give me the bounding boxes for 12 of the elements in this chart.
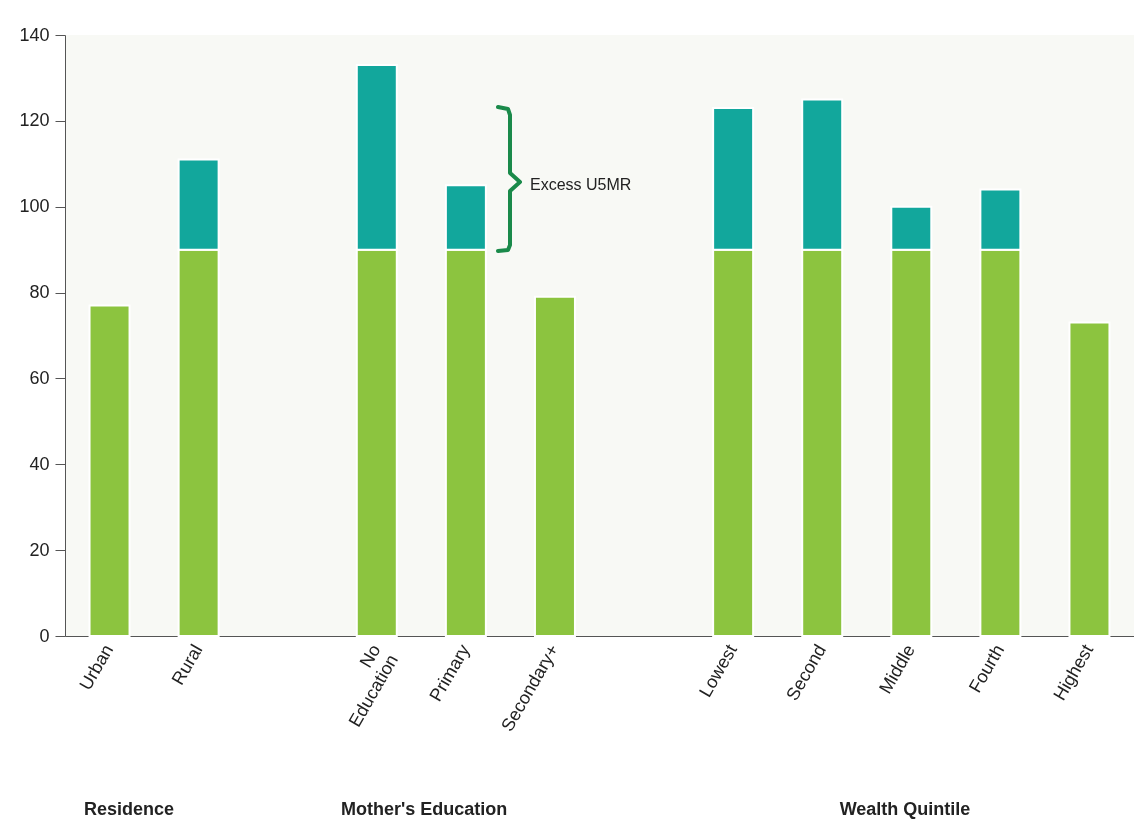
y-tick-label: 100 (19, 196, 50, 217)
y-tick-label: 60 (29, 367, 50, 388)
text: Mother's Education (341, 799, 508, 819)
y-tick-label: 0 (39, 625, 50, 646)
text: Residence (84, 799, 175, 819)
annotation: Excess U5MR (530, 176, 632, 193)
y-tick-label: 40 (29, 453, 50, 474)
y-tick-label: 80 (29, 282, 50, 303)
y-tick-label: 20 (29, 539, 50, 560)
y-tick-label: 140 (19, 24, 50, 45)
y-tick-label: 120 (19, 110, 50, 131)
text: Wealth Quintile (839, 799, 971, 819)
